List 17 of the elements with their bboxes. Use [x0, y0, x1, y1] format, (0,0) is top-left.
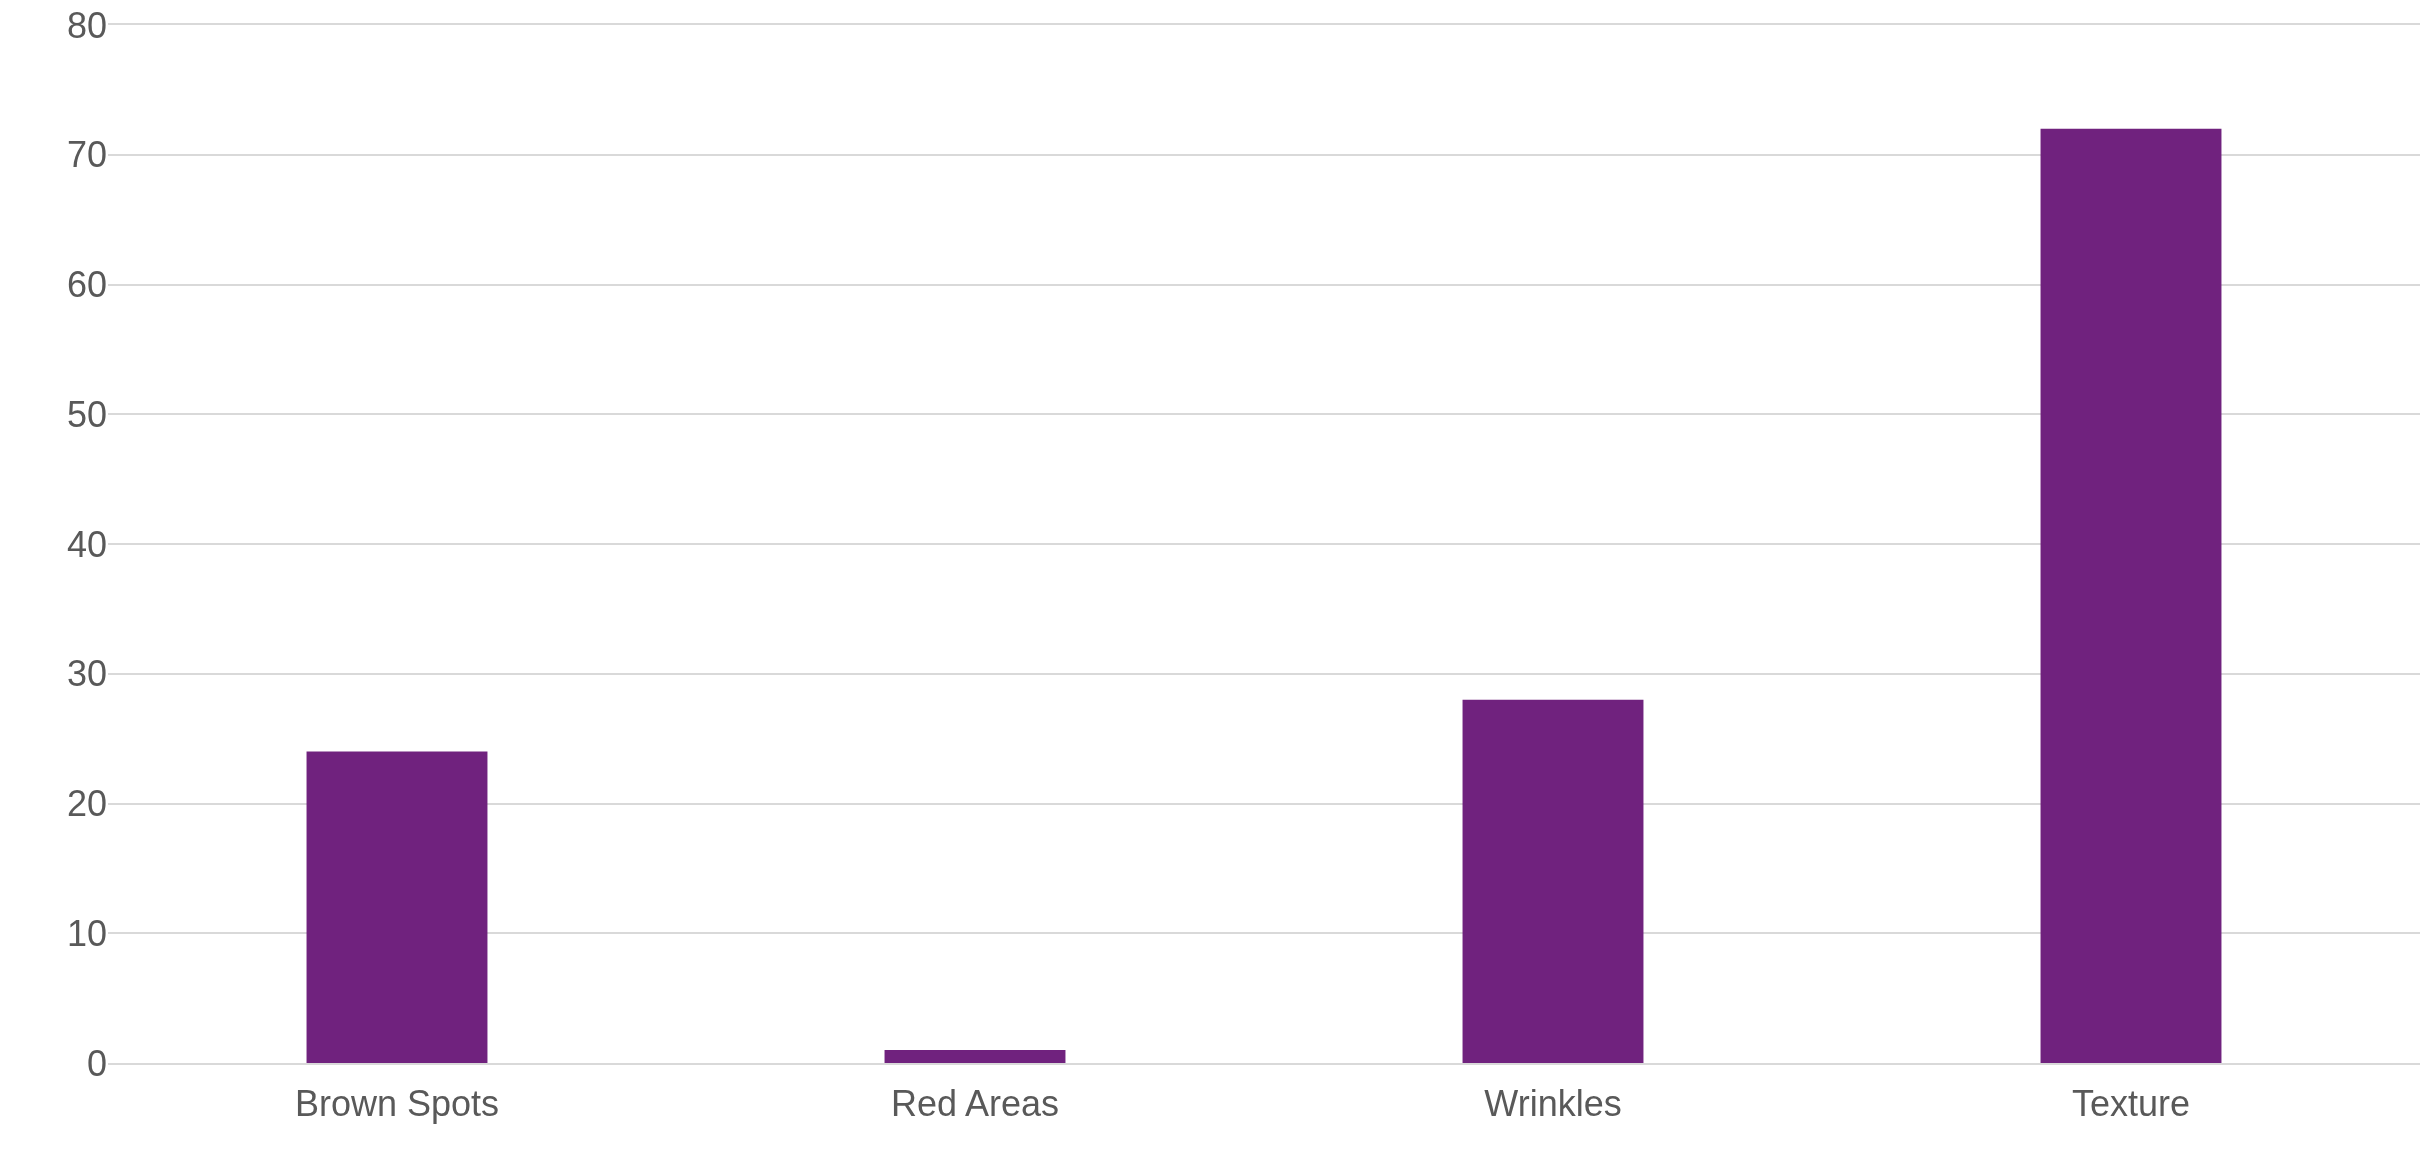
y-tick-label: 20: [66, 783, 107, 825]
bar: [1462, 699, 1644, 1063]
y-tick-label: 50: [66, 393, 107, 435]
y-tick-label: 40: [66, 523, 107, 565]
y-tick-label: 0: [86, 1042, 107, 1084]
y-tick-label: 80: [66, 4, 107, 46]
x-tick-label: Red Areas: [890, 1082, 1060, 1124]
x-tick-label: Texture: [2071, 1082, 2191, 1124]
y-tick-label: 60: [66, 264, 107, 306]
x-tick-label: Wrinkles: [1484, 1082, 1622, 1124]
y-tick-label: 30: [66, 653, 107, 695]
bar: [884, 1050, 1066, 1063]
bar: [2040, 128, 2222, 1063]
bar: [306, 751, 488, 1063]
y-tick-label: 10: [66, 912, 107, 954]
x-tick-label: Brown Spots: [294, 1082, 500, 1124]
y-tick-label: 70: [66, 134, 107, 176]
